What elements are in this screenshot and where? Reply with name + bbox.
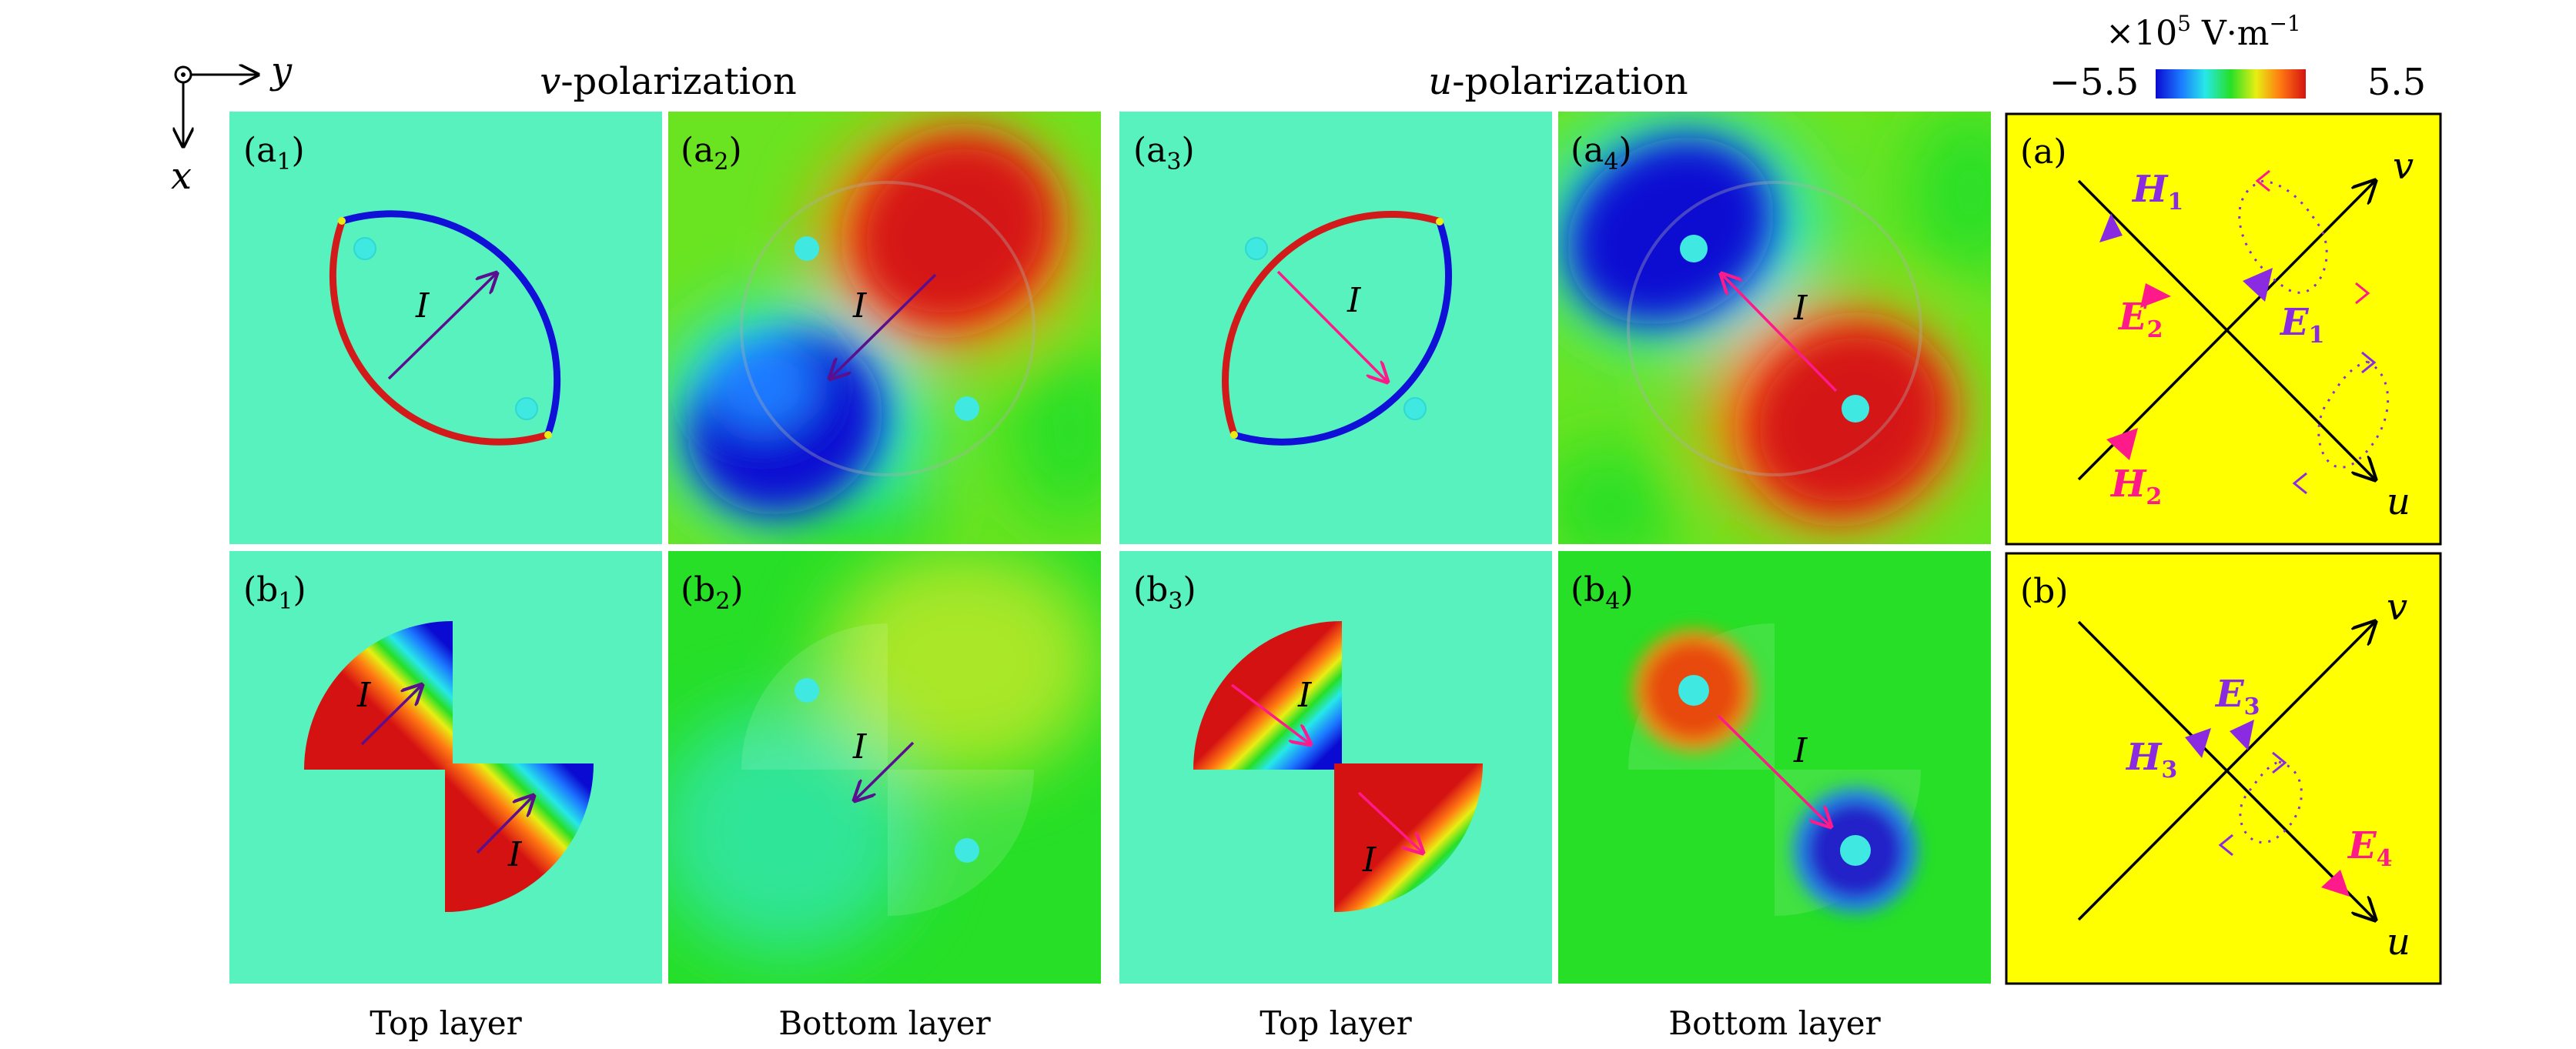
header-v-polarization: v-polarization: [540, 60, 797, 103]
header-u-polarization: u-polarization: [1428, 60, 1688, 103]
b2-label: (b2): [681, 570, 744, 615]
panel-a1: I (a1): [229, 112, 662, 544]
H2-arrowhead: [2106, 428, 2138, 460]
a-H2-label: H2: [2109, 463, 2162, 510]
a-E2-label: E2: [2117, 296, 2163, 343]
E4-arrowhead: [2321, 870, 2350, 897]
a1-current-label: I: [415, 286, 430, 326]
H1-arrowhead: [2099, 213, 2123, 242]
a-panel-label: (a): [2020, 132, 2067, 172]
caption-top-layer-2: Top layer: [1260, 1004, 1412, 1042]
b-u-axis-label: u: [2387, 920, 2410, 964]
colorbar-gradient: [2156, 69, 2306, 99]
caption-bottom-layer-2: Bottom layer: [1668, 1004, 1881, 1042]
b1-current-label-top: I: [356, 676, 372, 715]
a3-current-label: I: [1347, 281, 1362, 320]
a4-label: (a4): [1571, 131, 1632, 175]
panel-b-schematic: v u E3 H3 E4 (b): [2005, 552, 2442, 985]
H3-arrowhead: [2185, 728, 2211, 758]
a-H1-label: H1: [2131, 168, 2183, 215]
b1-label: (b1): [243, 570, 306, 615]
a2-current-label: I: [852, 286, 868, 326]
b1-current-label-bottom: I: [507, 835, 523, 874]
panel-a2: I (a2): [668, 112, 1101, 544]
a-u-axis-label: u: [2387, 480, 2410, 523]
b2-current-label: I: [852, 727, 868, 767]
E2-arrowhead: [2140, 283, 2171, 308]
b-H3-label: H3: [2125, 736, 2177, 783]
panel-b1: I I (b1): [229, 551, 662, 984]
b4-current-label: I: [1793, 731, 1808, 770]
panel-b3: I I (b3): [1119, 551, 1552, 984]
a1-label: (a1): [243, 131, 305, 175]
b3-current-label-top: I: [1297, 676, 1313, 715]
y-axis-label: y: [269, 49, 293, 92]
a-v-axis-label: v: [2393, 145, 2414, 188]
panel-b4: I (b4): [1558, 551, 1991, 984]
a2-label: (a2): [681, 131, 742, 175]
a-E1-label: E1: [2279, 301, 2324, 349]
panel-a-schematic: v u H1 E2 E1 H2 (a): [2005, 112, 2442, 546]
panel-a3: I (a3): [1119, 112, 1552, 544]
b-v-axis-label: v: [2387, 586, 2407, 629]
b3-label: (b3): [1133, 570, 1196, 615]
a4-current-label: I: [1793, 289, 1808, 328]
panel-a4: I (a4): [1558, 112, 1991, 544]
axes-indicator: y x: [171, 49, 293, 198]
b3-current-label-bottom: I: [1362, 840, 1377, 880]
colorbar: ×105 V·m−1 −5.5 5.5: [2049, 11, 2426, 104]
b-E4-label: E4: [2347, 824, 2392, 872]
a3-label: (a3): [1133, 131, 1195, 175]
panel-b2: I (b2): [668, 551, 1101, 984]
caption-top-layer-1: Top layer: [370, 1004, 522, 1042]
b-E3-label: E3: [2214, 673, 2260, 720]
x-axis-label: x: [171, 155, 192, 198]
colorbar-max-label: 5.5: [2367, 61, 2426, 104]
E1-arrowhead: [2243, 268, 2273, 302]
b4-label: (b4): [1571, 570, 1634, 615]
colorbar-min-label: −5.5: [2049, 61, 2139, 104]
b-panel-label: (b): [2020, 572, 2069, 611]
caption-bottom-layer-1: Bottom layer: [778, 1004, 991, 1042]
E3-arrowhead: [2230, 720, 2254, 750]
colorbar-unit: ×105 V·m−1: [2106, 11, 2300, 53]
